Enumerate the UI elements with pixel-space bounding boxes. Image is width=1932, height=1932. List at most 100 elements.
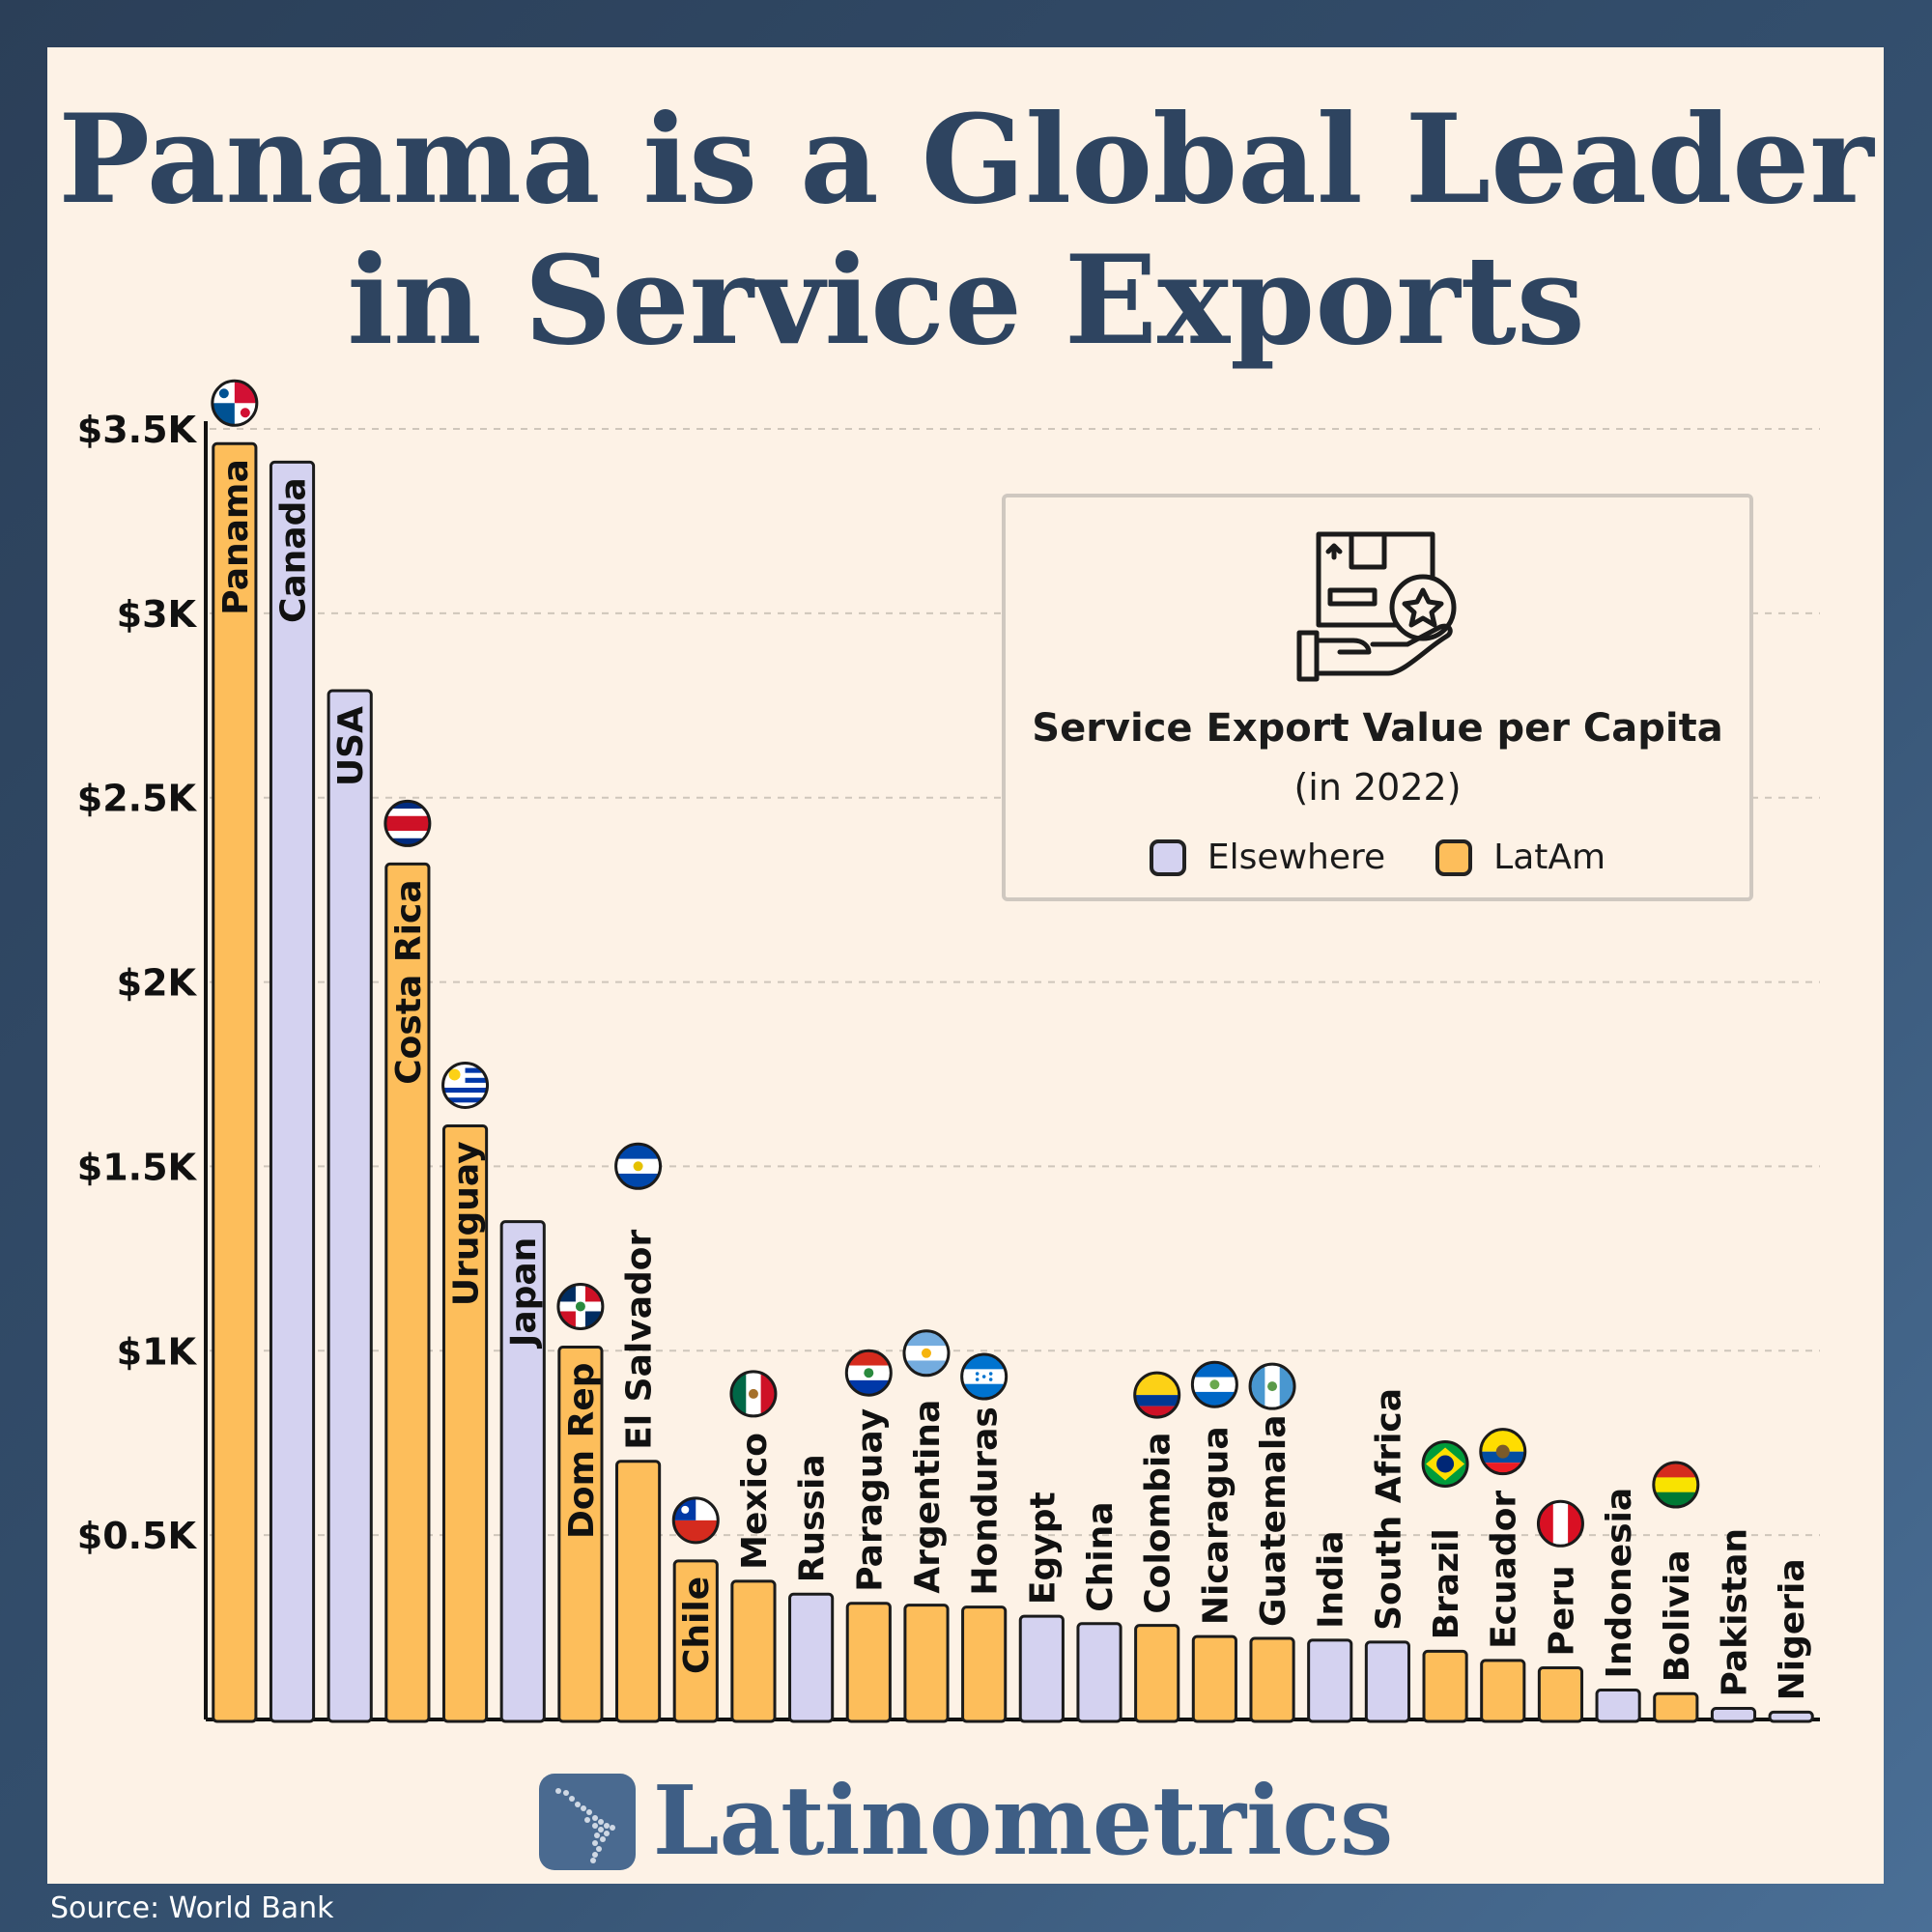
bar-uruguay <box>441 1123 489 1723</box>
bar-nicaragua <box>1191 1634 1237 1723</box>
bar-group-nigeria: Nigeria <box>1768 1558 1814 1723</box>
bar-group-dom-rep: Dom Rep <box>556 1282 605 1723</box>
bar-group-uruguay: Uruguay <box>441 1061 490 1723</box>
legend-item-latam: LatAm <box>1435 838 1605 877</box>
bar-group-guatemala: Guatemala <box>1248 1362 1296 1723</box>
guatemala-flag-icon <box>1248 1362 1296 1410</box>
bar-label-china: China <box>1081 1501 1121 1611</box>
source-note: Source: World Bank <box>50 1891 334 1925</box>
legend-item-elsewhere: Elsewhere <box>1149 838 1385 877</box>
bar-label-brazil: Brazil <box>1427 1528 1466 1639</box>
y-tick-label: $0.5K <box>77 1515 198 1557</box>
paraguay-flag-icon <box>844 1349 893 1397</box>
bar-brazil <box>1422 1649 1468 1723</box>
bar-label-peru: Peru <box>1542 1565 1581 1656</box>
bar-pakistan <box>1710 1707 1757 1723</box>
uruguay-flag-icon <box>441 1061 490 1109</box>
bar-argentina <box>903 1604 950 1723</box>
bar-label-costa-rica: Costa Rica <box>389 879 429 1084</box>
legend-box: Service Export Value per Capita (in 2022… <box>1002 494 1753 901</box>
brand-footer: Latinometrics <box>0 1766 1932 1877</box>
bar-egypt <box>1018 1614 1065 1723</box>
bar-label-egypt: Egypt <box>1023 1492 1063 1605</box>
bar-label-argentina: Argentina <box>908 1400 948 1594</box>
bar-group-honduras: Honduras <box>960 1352 1009 1723</box>
bar-label-guatemala: Guatemala <box>1254 1414 1293 1627</box>
bar-group-egypt: Egypt <box>1018 1492 1065 1723</box>
dominican-republic-flag-icon <box>556 1282 605 1330</box>
bar-group-south-africa: South Africa <box>1364 1388 1410 1723</box>
bar-group-ecuador: Ecuador <box>1479 1428 1527 1723</box>
bar-label-bolivia: Bolivia <box>1658 1549 1697 1682</box>
bar-guatemala <box>1249 1636 1295 1723</box>
bar-label-south-africa: South Africa <box>1369 1388 1408 1631</box>
bar-group-russia: Russia <box>788 1454 835 1723</box>
nicaragua-flag-icon <box>1190 1360 1238 1408</box>
bar-group-mexico: Mexico <box>729 1370 778 1723</box>
box-in-hand-with-star-icon <box>1296 531 1457 682</box>
colombia-flag-icon <box>1133 1371 1181 1419</box>
bar-japan <box>499 1220 546 1723</box>
bar-label-colombia: Colombia <box>1139 1433 1179 1614</box>
bar-india <box>1307 1638 1353 1723</box>
bar-group-pakistan: Pakistan <box>1710 1528 1757 1723</box>
y-tick-label: $2K <box>117 962 198 1005</box>
ecuador-flag-icon <box>1479 1428 1527 1476</box>
y-tick-label: $1.5K <box>77 1146 198 1188</box>
bar-group-panama: Panama <box>211 379 259 1723</box>
title-line-1: Panama is a Global Leader <box>58 88 1874 231</box>
chile-flag-icon <box>671 1496 720 1545</box>
bar-south-africa <box>1364 1640 1410 1723</box>
bar-label-panama: Panama <box>216 459 256 614</box>
bar-group-paraguay: Paraguay <box>844 1349 893 1723</box>
legend-swatch-elsewhere <box>1149 838 1186 876</box>
panama-flag-icon <box>211 379 259 427</box>
bar-group-japan: Japan <box>499 1220 546 1723</box>
bar-canada <box>269 460 316 1723</box>
bar-group-colombia: Colombia <box>1133 1371 1181 1723</box>
peru-flag-icon <box>1536 1499 1584 1548</box>
bar-group-usa: USA <box>327 689 373 1723</box>
bar-group-china: China <box>1076 1501 1122 1723</box>
bar-group-indonesia: Indonesia <box>1595 1488 1641 1723</box>
bar-group-bolivia: Bolivia <box>1652 1461 1700 1723</box>
y-tick-label: $2.5K <box>77 778 198 820</box>
bar-group-argentina: Argentina <box>902 1329 951 1723</box>
latin-america-map-icon <box>538 1773 636 1870</box>
bar-group-nicaragua: Nicaragua <box>1190 1360 1238 1723</box>
legend-swatch-latam <box>1435 838 1473 876</box>
bar-label-paraguay: Paraguay <box>850 1408 890 1592</box>
bar-label-india: India <box>1312 1530 1351 1628</box>
bar-ecuador <box>1480 1659 1526 1723</box>
bar-label-russia: Russia <box>793 1454 833 1582</box>
bar-label-honduras: Honduras <box>966 1406 1006 1595</box>
bar-label-pakistan: Pakistan <box>1715 1528 1754 1697</box>
bar-russia <box>788 1592 835 1723</box>
bar-el-salvador <box>615 1460 662 1723</box>
bar-group-chile: Chile <box>671 1496 720 1723</box>
bar-label-japan: Japan <box>504 1237 544 1350</box>
bar-group-costa-rica: Costa Rica <box>384 799 432 1723</box>
bar-paraguay <box>845 1602 892 1723</box>
bar-usa <box>327 689 373 1723</box>
bar-label-indonesia: Indonesia <box>1600 1488 1639 1679</box>
bar-group-peru: Peru <box>1536 1499 1584 1723</box>
legend-items: Elsewhere LatAm <box>1006 838 1749 877</box>
bar-group-canada: Canada <box>269 460 316 1723</box>
bar-label-uruguay: Uruguay <box>447 1141 487 1306</box>
bar-label-usa: USA <box>331 706 371 786</box>
el-salvador-flag-icon <box>614 1142 663 1190</box>
bolivia-flag-icon <box>1652 1461 1700 1509</box>
bar-label-mexico: Mexico <box>735 1433 775 1570</box>
legend-subtitle: (in 2022) <box>1293 766 1462 809</box>
title-line-2: in Service Exports <box>347 229 1585 372</box>
bar-peru <box>1537 1666 1584 1723</box>
y-tick-label: $3K <box>117 593 198 636</box>
bar-dom-rep <box>557 1345 604 1723</box>
costa-rica-flag-icon <box>384 799 432 847</box>
bar-china <box>1076 1622 1122 1723</box>
bar-costa-rica <box>384 862 431 1723</box>
bar-label-nicaragua: Nicaragua <box>1196 1426 1236 1625</box>
y-tick-label: $1K <box>117 1330 198 1373</box>
